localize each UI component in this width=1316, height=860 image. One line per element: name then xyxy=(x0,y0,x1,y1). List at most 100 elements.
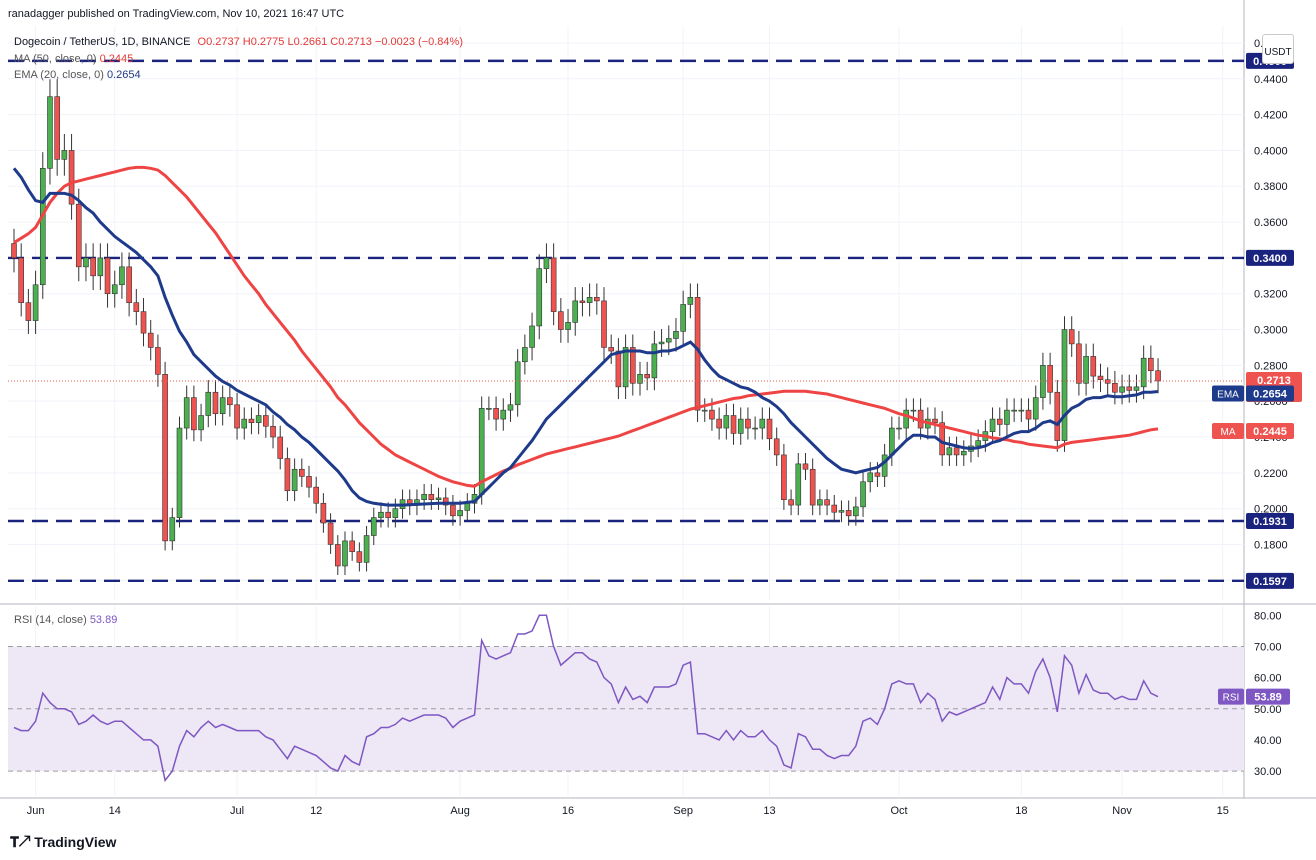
candle-body xyxy=(1068,329,1075,345)
candle-body xyxy=(1054,391,1061,441)
price-tick-label: 0.2000 xyxy=(1254,504,1288,516)
candle-body xyxy=(442,497,449,506)
candle-body xyxy=(104,257,111,295)
candle-body xyxy=(608,347,615,352)
candle-body xyxy=(39,168,46,286)
candle-body xyxy=(709,409,715,420)
currency-badge[interactable]: USDT xyxy=(1262,34,1294,64)
candle-body xyxy=(687,296,694,305)
rsi-value-text: 53.89 xyxy=(1254,692,1282,704)
candle-body xyxy=(960,451,967,456)
candle-body xyxy=(601,300,607,348)
candle-body xyxy=(219,397,226,415)
candle-body xyxy=(1032,397,1039,420)
candle-body xyxy=(579,300,586,303)
candle-body xyxy=(248,418,255,423)
candle-body xyxy=(996,418,1003,425)
candle-body xyxy=(975,440,981,447)
candle-body xyxy=(737,418,744,434)
candle-body xyxy=(54,96,60,160)
rsi-tick-label: 40.00 xyxy=(1254,735,1282,747)
candle-body xyxy=(500,409,507,420)
time-tick-label: 12 xyxy=(310,805,322,817)
candle-body xyxy=(1025,409,1032,420)
candle-body xyxy=(320,502,327,524)
time-tick-label: 16 xyxy=(562,805,574,817)
candle-body xyxy=(457,510,463,517)
candle-body xyxy=(1011,409,1017,412)
candle-body xyxy=(277,436,284,459)
candle-body xyxy=(867,472,874,483)
candle-body xyxy=(932,418,938,423)
symbol-legend: Dogecoin / TetherUS, 1D, BINANCE O0.2737… xyxy=(14,36,463,48)
rsi-line xyxy=(13,614,1159,783)
candle-body xyxy=(97,257,104,277)
ema-line xyxy=(12,167,1159,507)
candle-body xyxy=(493,408,499,420)
candle-body xyxy=(637,374,643,384)
rsi-axis[interactable]: 80.00 70.00 60.00 50.00 40.00 30.00 xyxy=(1254,610,1282,778)
candle-body xyxy=(680,304,686,332)
price-tick-label: 0.4000 xyxy=(1254,145,1288,157)
level-badge xyxy=(1246,572,1294,589)
price-tick-label: 0.3800 xyxy=(1254,181,1288,193)
candle-body xyxy=(874,472,881,477)
level-badge-text: 0.3400 xyxy=(1253,253,1287,265)
candle-body xyxy=(881,454,888,477)
candle-body xyxy=(752,427,758,430)
candle-body xyxy=(363,535,370,563)
candle-body xyxy=(853,506,859,517)
candle-body xyxy=(25,302,32,321)
candle-body xyxy=(205,391,212,416)
candle-body xyxy=(428,494,435,500)
ohlc-values: O0.2737 H0.2775 L0.2661 C0.2713 −0.0023 … xyxy=(197,36,463,48)
candle-body xyxy=(119,266,125,286)
level-badge xyxy=(1246,513,1294,530)
rsi-label: RSI (14, close) xyxy=(14,614,87,626)
time-tick-label: Nov xyxy=(1112,805,1132,817)
tradingview-logo-icon: 𝐓↗ xyxy=(10,834,31,850)
candle-body xyxy=(421,494,427,500)
candle-body xyxy=(845,510,852,517)
candle-body xyxy=(1097,375,1104,380)
candle-body xyxy=(162,374,168,542)
candle-body xyxy=(802,463,809,470)
rsi-legend[interactable]: RSI (14, close) 53.89 xyxy=(14,614,117,626)
price-axis[interactable]: 0.46000.44000.42000.40000.38000.36000.34… xyxy=(1254,38,1288,587)
candle-body xyxy=(558,311,564,330)
candle-body xyxy=(176,427,183,518)
candle-body xyxy=(370,517,377,536)
candle-body xyxy=(227,397,233,406)
candle-body xyxy=(291,468,298,492)
candle-body xyxy=(572,300,579,323)
candle-body xyxy=(953,447,960,456)
candle-body xyxy=(306,476,312,488)
candle-body xyxy=(1133,386,1140,391)
ma-value: 0.2445 xyxy=(99,53,134,65)
time-tick-label: 13 xyxy=(763,805,775,817)
level-badge xyxy=(1246,249,1294,266)
ma-legend[interactable]: MA (50, close, 0) 0.2445 xyxy=(14,53,133,65)
candle-body xyxy=(1140,357,1147,388)
candle-body xyxy=(565,322,571,330)
ma-label: MA (50, close, 0) xyxy=(14,53,97,65)
candle-body xyxy=(270,425,276,438)
price-tick-label: 0.3000 xyxy=(1254,325,1288,337)
time-axis[interactable]: Jun 14 Jul 12 Aug 16 Sep 13 Oct 18 Nov 15 xyxy=(27,805,1229,817)
last-price-text: 0.2713 xyxy=(1257,375,1291,387)
time-tick-label: 14 xyxy=(109,805,121,817)
candle-body xyxy=(1061,329,1068,441)
rsi-tick-label: 70.00 xyxy=(1254,641,1282,653)
candle-body xyxy=(658,341,665,345)
candle-body xyxy=(313,486,320,504)
candle-body xyxy=(11,243,17,259)
candle-body xyxy=(910,409,917,412)
ema-legend[interactable]: EMA (20, close, 0) 0.2654 xyxy=(14,69,141,81)
candle-body xyxy=(644,374,650,379)
candle-body xyxy=(809,468,816,506)
candle-body xyxy=(536,268,543,327)
candle-body xyxy=(1112,382,1118,393)
footer-brand[interactable]: 𝐓↗ TradingView xyxy=(10,834,116,851)
candle-body xyxy=(90,257,96,277)
